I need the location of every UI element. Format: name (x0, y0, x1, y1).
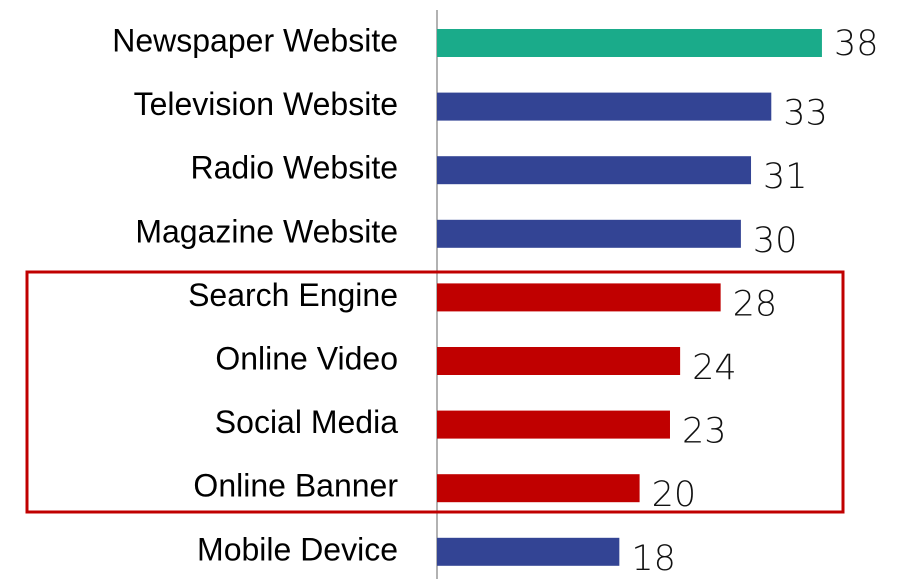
bar (437, 537, 620, 566)
value-label: 38 (834, 24, 879, 64)
category-label: Online Video (215, 340, 398, 376)
value-label: 28 (733, 284, 778, 324)
bar (437, 156, 752, 185)
bar (437, 283, 721, 312)
highlight-box (25, 270, 845, 514)
category-label: Mobile Device (197, 531, 398, 567)
bar (437, 474, 640, 503)
value-label: 24 (692, 348, 737, 388)
category-label: Radio Website (190, 150, 398, 186)
bar (437, 219, 741, 248)
category-label: Online Banner (193, 468, 398, 504)
value-label: 30 (753, 221, 798, 261)
value-label: 33 (783, 94, 828, 134)
category-label: Magazine Website (135, 213, 398, 249)
category-label: Newspaper Website (112, 22, 398, 58)
value-label: 23 (682, 412, 727, 452)
value-label: 20 (652, 475, 697, 515)
category-label: Television Website (134, 86, 398, 122)
category-label: Search Engine (188, 277, 398, 313)
bar (437, 29, 822, 57)
bar (437, 347, 681, 375)
bar (437, 410, 670, 439)
value-label: 31 (763, 157, 808, 197)
bar (437, 92, 772, 121)
value-label: 18 (631, 539, 676, 579)
category-label: Social Media (215, 404, 398, 440)
